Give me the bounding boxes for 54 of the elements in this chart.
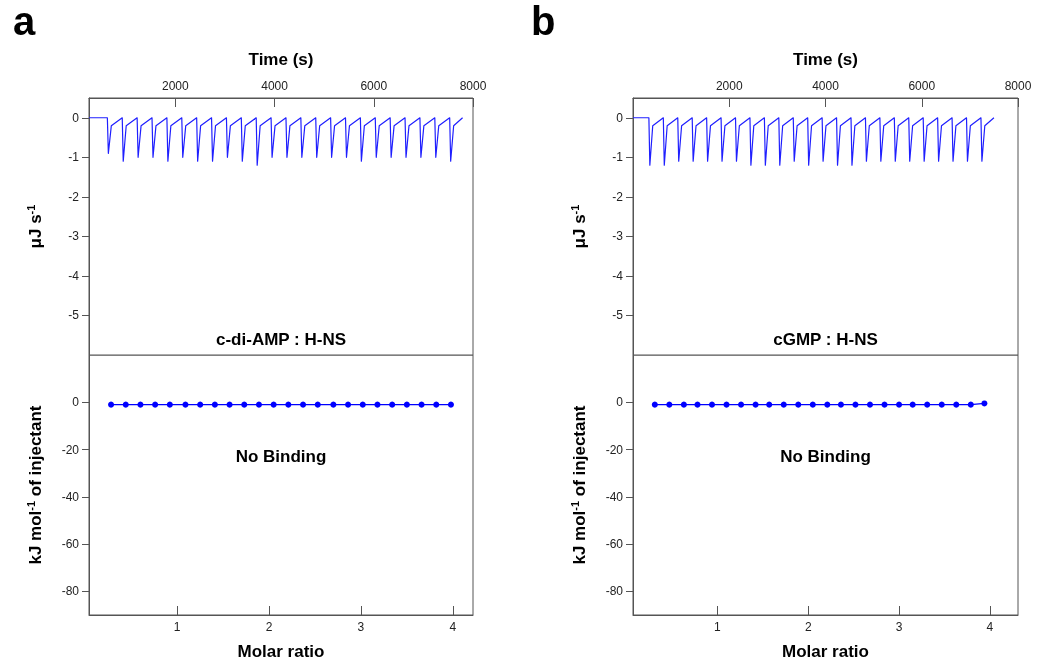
y-tick-label: -80 <box>61 584 80 599</box>
y-tick-label: -40 <box>61 489 80 504</box>
x-tick-label: 2 <box>265 620 273 634</box>
y-tick-label: -2 <box>68 189 80 204</box>
x-tick-label: 2 <box>804 620 812 634</box>
x-tick-label: 3 <box>357 620 365 634</box>
y-tick-label: 0 <box>72 395 80 410</box>
annotation: No Binding <box>235 446 327 466</box>
y-tick-label: -4 <box>68 268 80 283</box>
y-tick-label: -2 <box>612 189 624 204</box>
y-tick-label: 0 <box>616 110 624 125</box>
x-tick-label: 8000 <box>459 79 487 93</box>
y-tick-label: -5 <box>612 308 624 323</box>
x-axis-title: Time (s) <box>793 50 858 69</box>
x-tick-label: 4 <box>449 620 457 634</box>
y-axis-title: μJ s-1 <box>24 204 45 249</box>
y-tick-label: -4 <box>612 268 624 283</box>
x-tick-label: 4000 <box>812 79 840 93</box>
x-tick-label: 6000 <box>360 79 388 93</box>
x-tick-label: 1 <box>173 620 181 634</box>
x-tick-label: 6000 <box>908 79 936 93</box>
y-axis-title: kJ mol-1 of injectant <box>24 405 45 565</box>
x-tick-label: 4 <box>986 620 994 634</box>
x-tick-label: 1 <box>714 620 722 634</box>
x-tick-label: 4000 <box>261 79 289 93</box>
x-tick-label: 8000 <box>1004 79 1032 93</box>
annotation: No Binding <box>780 446 871 466</box>
y-tick-label: -80 <box>605 584 624 599</box>
y-tick-label: 0 <box>72 110 80 125</box>
x-axis-title: Time (s) <box>248 50 314 69</box>
y-tick-label: -60 <box>61 537 80 552</box>
line-series <box>632 117 995 166</box>
x-tick-label: 3 <box>895 620 903 634</box>
chart-title: b <box>531 0 556 43</box>
x-axis-title: Molar ratio <box>782 642 869 661</box>
line-series <box>88 117 464 166</box>
y-tick-label: -1 <box>68 150 80 165</box>
y-tick-label: -1 <box>612 150 624 165</box>
x-axis-title: Molar ratio <box>237 642 325 661</box>
annotation: cGMP : H-NS <box>773 329 878 349</box>
y-tick-label: -5 <box>68 308 80 323</box>
y-tick-label: -3 <box>68 229 80 244</box>
y-tick-label: -40 <box>605 489 624 504</box>
y-tick-label: 0 <box>616 395 624 410</box>
y-tick-label: -3 <box>612 229 624 244</box>
annotation: c-di-AMP : H-NS <box>215 329 347 349</box>
y-tick-label: -20 <box>605 442 624 457</box>
y-axis-title: μJ s-1 <box>568 204 589 249</box>
y-tick-label: -60 <box>605 537 624 552</box>
y-axis-title: kJ mol-1 of injectant <box>568 405 589 565</box>
y-tick-label: -20 <box>61 442 80 457</box>
x-tick-label: 2000 <box>161 79 189 93</box>
chart-title: a <box>13 0 36 43</box>
x-tick-label: 2000 <box>715 79 743 93</box>
